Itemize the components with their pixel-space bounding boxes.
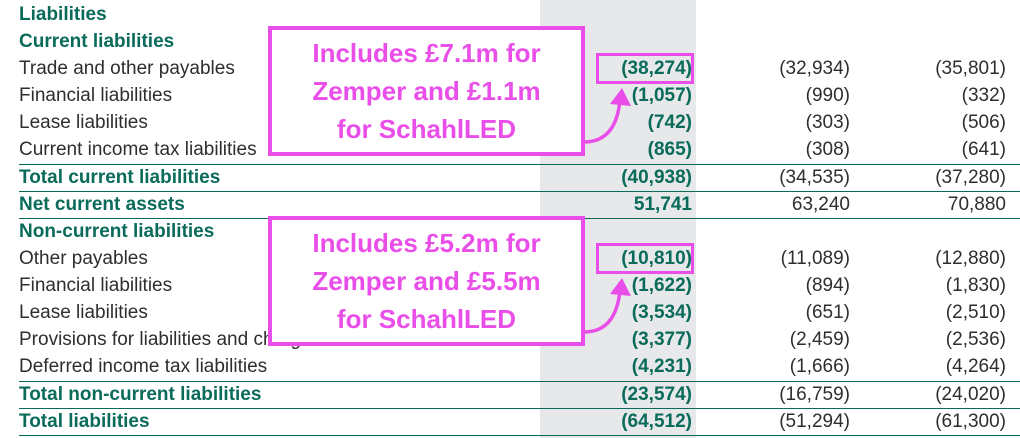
- value-prior-year: (16,759): [779, 384, 850, 405]
- section-title: Liabilities: [19, 4, 107, 25]
- value-prior-year-2: (332): [961, 85, 1006, 106]
- callout-line: for SchahlLED: [336, 114, 517, 144]
- value-current-year: (40,938): [621, 167, 692, 188]
- value-prior-year-2: 70,880: [947, 194, 1006, 215]
- table-row: Other payables (10,810) (11,089) (12,880…: [0, 245, 1020, 272]
- section-title-row: Liabilities: [0, 1, 1020, 28]
- current-liabilities-heading-row: Current liabilities: [0, 28, 1020, 55]
- row-label: Deferred income tax liabilities: [19, 356, 268, 377]
- table-row: Lease liabilities (742) (303) (506): [0, 109, 1020, 136]
- value-current-year: (4,231): [631, 356, 692, 377]
- value-prior-year-2: (641): [961, 139, 1006, 160]
- callout-line: for SchahlLED: [336, 304, 517, 334]
- value-current-year: (3,377): [631, 329, 692, 350]
- value-prior-year: (990): [805, 85, 850, 106]
- table-row: Provisions for liabilities and charges (…: [0, 326, 1020, 353]
- net-current-assets-row: Net current assets 51,741 63,240 70,880: [0, 191, 1020, 218]
- curved-arrow-icon: [583, 278, 631, 334]
- value-prior-year: (1,666): [789, 356, 850, 377]
- value-current-year: (1,057): [631, 85, 692, 106]
- value-prior-year-2: (61,300): [935, 411, 1006, 432]
- curved-arrow-icon: [583, 88, 631, 144]
- callout-line: Zemper and £5.5m: [312, 266, 541, 296]
- row-divider: [19, 435, 1020, 436]
- value-current-year: (10,810): [621, 248, 692, 269]
- row-divider: [19, 381, 1020, 382]
- value-current-year: (23,574): [621, 384, 692, 405]
- value-prior-year-2: (35,801): [935, 58, 1006, 79]
- table-row: Financial liabilities (1,057) (990) (332…: [0, 82, 1020, 109]
- value-highlight-box: [596, 53, 694, 84]
- annotation-callout-current: Includes £7.1m for Zemper and £1.1m for …: [268, 26, 585, 156]
- row-divider: [19, 191, 1020, 192]
- callout-line: Includes £7.1m for: [312, 38, 541, 68]
- value-prior-year-2: (2,536): [945, 329, 1006, 350]
- total-current-liabilities-row: Total current liabilities (40,938) (34,5…: [0, 164, 1020, 191]
- value-prior-year: (51,294): [779, 411, 850, 432]
- value-current-year: (865): [647, 139, 692, 160]
- value-current-year: (38,274): [621, 58, 692, 79]
- row-label: Lease liabilities: [19, 112, 148, 133]
- annotation-callout-non-current: Includes £5.2m for Zemper and £5.5m for …: [268, 216, 585, 346]
- table-row: Financial liabilities (1,622) (894) (1,8…: [0, 272, 1020, 299]
- total-non-current-liabilities-row: Total non-current liabilities (23,574) (…: [0, 381, 1020, 408]
- value-current-year: (64,512): [621, 411, 692, 432]
- value-prior-year: (308): [805, 139, 850, 160]
- value-prior-year: (651): [805, 302, 850, 323]
- value-highlight-box: [596, 243, 694, 274]
- value-prior-year: 63,240: [791, 194, 850, 215]
- row-label: Current income tax liabilities: [19, 139, 257, 160]
- value-current-year: (3,534): [631, 302, 692, 323]
- value-prior-year-2: (4,264): [945, 356, 1006, 377]
- callout-line: Zemper and £1.1m: [312, 76, 541, 106]
- non-current-liabilities-heading-row: Non-current liabilities: [0, 218, 1020, 245]
- row-label: Other payables: [19, 248, 148, 269]
- row-label: Lease liabilities: [19, 302, 148, 323]
- value-prior-year: (303): [805, 112, 850, 133]
- row-label: Financial liabilities: [19, 85, 173, 106]
- value-current-year: 51,741: [633, 194, 692, 215]
- row-label: Trade and other payables: [19, 58, 235, 79]
- value-current-year: (1,622): [631, 275, 692, 296]
- value-prior-year-2: (24,020): [935, 384, 1006, 405]
- value-prior-year-2: (12,880): [935, 248, 1006, 269]
- value-prior-year: (894): [805, 275, 850, 296]
- row-divider: [19, 164, 1020, 165]
- value-prior-year-2: (1,830): [945, 275, 1006, 296]
- value-prior-year: (2,459): [789, 329, 850, 350]
- row-label: Net current assets: [19, 194, 185, 215]
- row-label: Total non-current liabilities: [19, 384, 262, 405]
- value-prior-year: (32,934): [779, 58, 850, 79]
- current-liabilities-heading: Current liabilities: [19, 31, 175, 52]
- value-prior-year-2: (506): [961, 112, 1006, 133]
- row-label: Financial liabilities: [19, 275, 173, 296]
- table-row: Lease liabilities (3,534) (651) (2,510): [0, 299, 1020, 326]
- table-row: Trade and other payables (38,274) (32,93…: [0, 55, 1020, 82]
- table-row: Deferred income tax liabilities (4,231) …: [0, 353, 1020, 380]
- value-prior-year-2: (2,510): [945, 302, 1006, 323]
- value-current-year: (742): [647, 112, 692, 133]
- value-prior-year: (11,089): [780, 248, 850, 269]
- row-divider: [19, 408, 1020, 409]
- total-liabilities-row: Total liabilities (64,512) (51,294) (61,…: [0, 408, 1020, 435]
- row-label: Total current liabilities: [19, 167, 221, 188]
- non-current-liabilities-heading: Non-current liabilities: [19, 221, 215, 242]
- row-label: Provisions for liabilities and charges: [19, 329, 322, 350]
- value-prior-year-2: (37,280): [935, 167, 1006, 188]
- value-prior-year: (34,535): [779, 167, 850, 188]
- table-row: Current income tax liabilities (865) (30…: [0, 136, 1020, 163]
- callout-line: Includes £5.2m for: [312, 228, 541, 258]
- row-label: Total liabilities: [19, 411, 150, 432]
